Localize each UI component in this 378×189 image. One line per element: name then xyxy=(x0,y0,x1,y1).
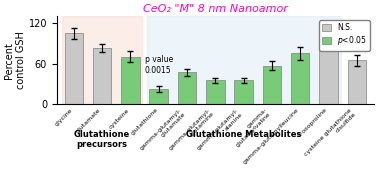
Legend: N.S., $p$<0.05: N.S., $p$<0.05 xyxy=(319,20,370,50)
Bar xyxy=(234,80,253,104)
Y-axis label: Percent
control GSH: Percent control GSH xyxy=(4,31,26,89)
Text: gamma-glutamylleucine: gamma-glutamylleucine xyxy=(242,107,300,165)
Text: cysteine glutathione
disulfide: cysteine glutathione disulfide xyxy=(304,107,357,161)
Text: glycine: glycine xyxy=(54,107,74,127)
Bar xyxy=(65,33,83,104)
Text: glutathione: glutathione xyxy=(130,107,159,136)
Bar xyxy=(348,60,366,104)
Bar xyxy=(206,80,225,104)
Text: gamma-glutamyl-
glutamine: gamma-glutamyl- glutamine xyxy=(168,107,215,155)
Text: p value
0.0015: p value 0.0015 xyxy=(144,55,173,75)
Text: Glutathione
precursors: Glutathione precursors xyxy=(74,130,130,149)
Title: CeO₂ "M" 8 nm Nanoamor: CeO₂ "M" 8 nm Nanoamor xyxy=(143,4,288,14)
Text: Glutathione Metabolites: Glutathione Metabolites xyxy=(186,130,301,139)
Text: cysteine: cysteine xyxy=(108,107,130,130)
Text: 5-oxoproline: 5-oxoproline xyxy=(297,107,328,138)
Bar xyxy=(319,30,338,104)
Text: gamma-
glutamylvaline: gamma- glutamylvaline xyxy=(231,107,272,148)
Bar xyxy=(178,72,196,104)
Bar xyxy=(147,16,341,104)
Text: glutamate: glutamate xyxy=(76,107,102,134)
Bar xyxy=(291,53,310,104)
Bar xyxy=(121,57,139,104)
Bar xyxy=(62,16,143,104)
Bar xyxy=(93,48,111,104)
Text: gamma-glutamyl-
glutamate: gamma-glutamyl- glutamate xyxy=(139,107,187,155)
Bar xyxy=(149,89,168,104)
Text: gamma-glutamyl-
alanine: gamma-glutamyl- alanine xyxy=(196,107,243,155)
Bar xyxy=(263,66,281,104)
